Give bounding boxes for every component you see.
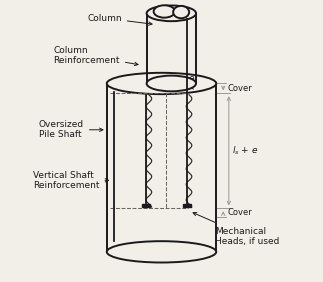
Ellipse shape bbox=[107, 73, 216, 94]
Ellipse shape bbox=[173, 6, 189, 18]
Text: Column: Column bbox=[87, 14, 152, 25]
Text: Vertical Shaft
Reinforcement: Vertical Shaft Reinforcement bbox=[33, 171, 109, 190]
Ellipse shape bbox=[107, 241, 216, 263]
Text: Oversized
Pile Shaft: Oversized Pile Shaft bbox=[39, 120, 103, 140]
Text: Cover: Cover bbox=[227, 208, 252, 217]
Bar bbox=[183, 204, 191, 207]
Bar bbox=[142, 204, 150, 207]
Text: e: e bbox=[189, 74, 194, 83]
Ellipse shape bbox=[154, 5, 175, 18]
Ellipse shape bbox=[147, 76, 196, 91]
Text: $l_s$ + e: $l_s$ + e bbox=[232, 145, 258, 157]
Text: Column
Reinforcement: Column Reinforcement bbox=[54, 46, 138, 66]
Text: Cover: Cover bbox=[227, 84, 252, 93]
Text: Mechanical
Heads, if used: Mechanical Heads, if used bbox=[193, 213, 279, 246]
Ellipse shape bbox=[147, 5, 196, 21]
